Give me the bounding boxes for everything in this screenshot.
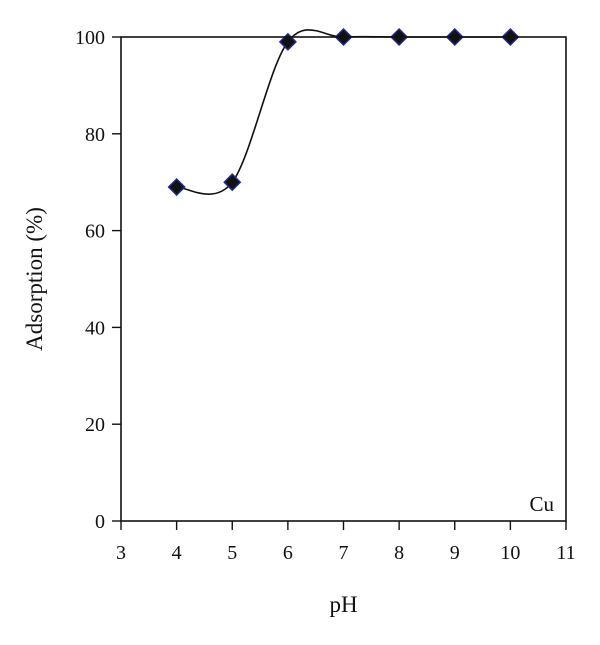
y-axis-title: Adsorption (%) (22, 207, 47, 351)
points-layer (167, 27, 520, 197)
x-tick-label-10: 10 (500, 542, 520, 564)
x-tick-label-4: 4 (172, 542, 182, 564)
data-point-6 (278, 32, 297, 51)
y-tick-label-0: 0 (95, 511, 105, 533)
x-tick-label-11: 11 (556, 542, 575, 564)
y-tick-label-80: 80 (85, 124, 105, 146)
x-tick-label-7: 7 (339, 542, 349, 564)
x-tick-label-5: 5 (227, 542, 237, 564)
data-point-4 (167, 177, 186, 197)
ticks-layer: 3 4 5 6 7 8 9 10 11 0 20 40 60 80 100 (75, 27, 576, 564)
curve-layer (176, 29, 511, 195)
x-axis-title: pH (329, 592, 357, 617)
x-tick-label-3: 3 (116, 542, 126, 564)
data-point-5 (223, 173, 242, 192)
y-tick-label-40: 40 (85, 317, 105, 339)
x-tick-label-6: 6 (283, 542, 293, 564)
y-tick-label-100: 100 (75, 27, 105, 49)
series-0-curve (176, 29, 511, 195)
y-tick-label-60: 60 (85, 221, 105, 243)
y-tick-label-20: 20 (85, 414, 105, 436)
x-tick-label-8: 8 (394, 542, 404, 564)
series-annotation: Cu (529, 492, 554, 516)
plot-area-frame (120, 36, 567, 522)
x-tick-label-9: 9 (450, 542, 460, 564)
